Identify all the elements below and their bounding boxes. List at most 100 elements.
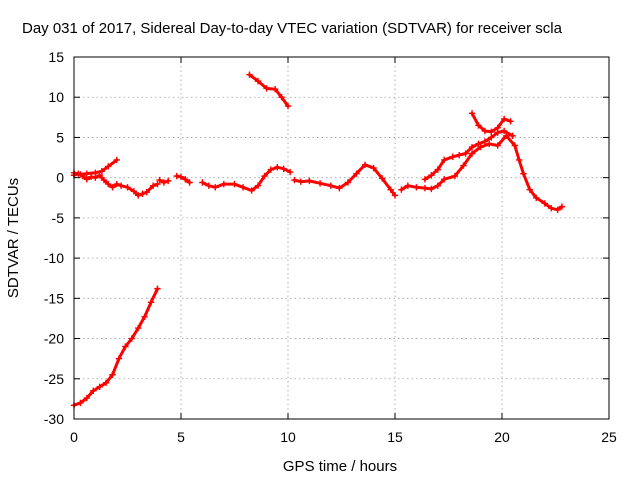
- data-point: [485, 140, 493, 148]
- data-point: [267, 166, 275, 173]
- data-point: [92, 174, 99, 181]
- data-point: [344, 179, 352, 186]
- data-point: [520, 170, 527, 177]
- data-point: [122, 343, 129, 350]
- data-point: [336, 184, 343, 192]
- data-point: [141, 313, 148, 321]
- data-point: [83, 176, 91, 183]
- data-point: [449, 153, 456, 160]
- data-point: [113, 180, 120, 188]
- data-point: [451, 172, 459, 180]
- data-point: [96, 383, 103, 391]
- y-axis-ticks: -30 -25 -20 -15 -10 -5 0 5 10 15: [44, 49, 609, 427]
- data-point: [96, 172, 103, 179]
- data-point: [280, 165, 287, 173]
- data-point: [488, 134, 495, 141]
- series-line: [248, 73, 290, 108]
- data-point: [353, 170, 360, 177]
- data-point: [90, 387, 97, 395]
- data-point: [113, 156, 120, 164]
- data-point: [284, 102, 292, 110]
- data-point: [511, 142, 519, 149]
- data-point: [109, 371, 116, 378]
- data-point: [117, 182, 125, 189]
- data-point: [248, 187, 255, 194]
- data-point: [468, 150, 476, 157]
- data-point: [475, 140, 482, 148]
- y-axis-label: SDTVAR / TECUs: [5, 178, 22, 298]
- data-point: [124, 184, 131, 191]
- data-point: [83, 170, 91, 177]
- x-tick-label: 25: [601, 429, 617, 445]
- data-point: [441, 176, 448, 183]
- data-point: [177, 173, 185, 181]
- data-point: [75, 170, 82, 177]
- data-point: [154, 180, 161, 188]
- data-point: [428, 172, 435, 179]
- data-point: [460, 162, 467, 169]
- series-arc-5: [199, 164, 294, 194]
- data-point: [278, 94, 285, 101]
- data-point: [182, 176, 189, 183]
- series-arc-3: [156, 176, 172, 186]
- data-point: [297, 178, 305, 185]
- data-point: [212, 184, 219, 191]
- y-tick-label: 15: [48, 49, 64, 65]
- data-point: [370, 164, 377, 172]
- y-tick-label: -15: [44, 290, 64, 306]
- data-point: [441, 156, 448, 164]
- series-arc-11: [70, 285, 161, 409]
- data-point: [105, 180, 112, 188]
- data-point: [130, 188, 138, 195]
- data-point: [173, 172, 180, 180]
- data-point: [428, 185, 435, 193]
- data-point: [488, 128, 495, 136]
- y-tick-label: 5: [56, 129, 64, 145]
- data-point: [205, 182, 213, 189]
- data-point: [115, 355, 123, 362]
- data-series: [70, 71, 566, 409]
- y-tick-label: -20: [44, 331, 64, 347]
- data-point: [533, 194, 540, 201]
- y-tick-label: -30: [44, 411, 64, 427]
- data-point: [306, 177, 313, 185]
- data-point: [468, 143, 476, 151]
- data-point: [515, 156, 523, 164]
- data-point: [421, 176, 429, 183]
- data-point: [271, 85, 279, 93]
- data-point: [100, 176, 108, 184]
- y-tick-label: -10: [44, 250, 64, 266]
- data-point: [481, 127, 489, 135]
- y-tick-label: 0: [56, 170, 64, 186]
- data-point: [164, 177, 172, 185]
- data-point: [398, 186, 405, 193]
- data-point: [404, 182, 412, 189]
- data-point: [220, 180, 227, 188]
- data-point: [79, 172, 86, 180]
- data-point: [77, 399, 84, 407]
- series-arc-10: [246, 71, 292, 110]
- data-point: [154, 285, 161, 292]
- x-tick-label: 0: [70, 429, 78, 445]
- data-point: [477, 143, 484, 151]
- data-point: [361, 161, 369, 168]
- chart-title: Day 031 of 2017, Sidereal Day-to-day VTE…: [22, 20, 563, 37]
- data-point: [434, 182, 441, 189]
- data-point: [143, 188, 150, 196]
- data-point: [105, 163, 112, 170]
- series-line: [423, 129, 515, 181]
- data-point: [509, 132, 516, 140]
- data-point: [494, 124, 501, 131]
- data-point: [83, 394, 91, 402]
- data-point: [254, 77, 262, 85]
- data-point: [160, 179, 168, 186]
- x-axis-label: GPS time / hours: [283, 458, 397, 475]
- data-point: [186, 179, 193, 186]
- data-point: [391, 192, 399, 199]
- data-point: [128, 335, 135, 342]
- data-point: [548, 205, 555, 212]
- data-point: [316, 180, 324, 187]
- data-point: [263, 85, 270, 92]
- data-point: [526, 186, 534, 193]
- data-point: [468, 110, 476, 117]
